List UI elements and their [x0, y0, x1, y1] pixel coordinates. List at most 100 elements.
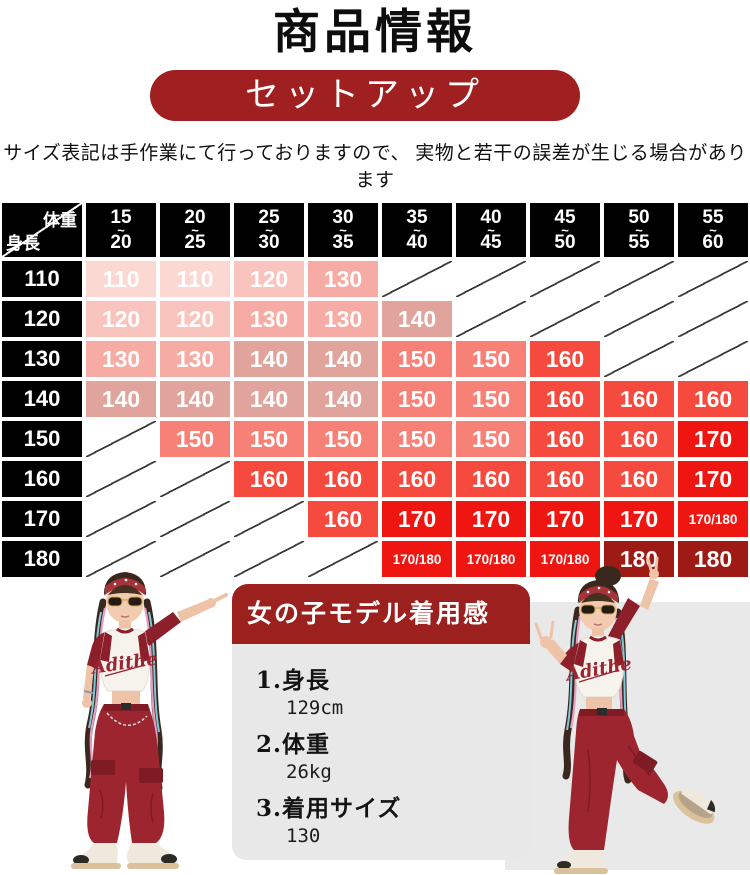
size-cell: 170/180	[530, 541, 600, 577]
size-chart-table: 体重 身長 15 ~20 20 ~25 25 ~30 30 ~35 35 ~40 40 ~4…	[2, 203, 748, 577]
size-cell	[678, 341, 748, 377]
height-row-header: 180	[2, 541, 82, 577]
girl-model-left-photo: Adithe	[71, 572, 228, 869]
model-height-value: 129cm	[286, 697, 344, 719]
size-cell	[160, 461, 230, 497]
size-cell: 160	[308, 461, 378, 497]
height-row-header: 170	[2, 501, 82, 537]
size-cell: 160	[604, 461, 674, 497]
weight-column-header: 50 ~55	[604, 203, 674, 257]
size-cell: 170	[678, 461, 748, 497]
size-cell: 130	[308, 301, 378, 337]
size-cell: 160	[456, 461, 526, 497]
model-info-body: 1.身長 129cm 2.体重 26kg 3.着用サイズ 130	[232, 644, 530, 860]
corner-header-cell: 体重 身長	[2, 203, 82, 257]
model-weight-label: 2.体重	[256, 731, 331, 758]
size-cell	[456, 301, 526, 337]
size-cell: 160	[530, 381, 600, 417]
size-cell: 170	[456, 501, 526, 537]
weight-column-header: 55 ~60	[678, 203, 748, 257]
model-info-header: 女の子モデル着用感	[232, 584, 530, 644]
weight-column-header: 25 ~30	[234, 203, 304, 257]
size-cell: 170	[678, 421, 748, 457]
height-row-header: 130	[2, 341, 82, 377]
model-weight-value: 26kg	[286, 761, 332, 783]
size-cell: 160	[308, 501, 378, 537]
size-cell: 150	[160, 421, 230, 457]
size-cell: 140	[308, 381, 378, 417]
size-cell	[382, 261, 452, 297]
size-cell: 160	[234, 461, 304, 497]
height-row-header: 110	[2, 261, 82, 297]
height-row-header: 140	[2, 381, 82, 417]
size-disclaimer-note: サイズ表記は手作業にて行っておりますので、 実物と若干の誤差が生じる場合がありま…	[3, 143, 747, 191]
size-cell: 150	[234, 421, 304, 457]
size-cell	[604, 341, 674, 377]
size-cell	[160, 541, 230, 577]
size-cell: 160	[604, 421, 674, 457]
size-cell	[86, 541, 156, 577]
size-cell	[530, 261, 600, 297]
size-cell	[86, 501, 156, 537]
size-cell: 160	[382, 461, 452, 497]
size-cell	[308, 541, 378, 577]
size-cell: 150	[456, 381, 526, 417]
height-row-header: 150	[2, 421, 82, 457]
size-cell	[234, 501, 304, 537]
corner-weight-label: 体重	[43, 211, 77, 230]
size-cell: 140	[160, 381, 230, 417]
height-row-header: 160	[2, 461, 82, 497]
size-cell: 150	[382, 381, 452, 417]
model-size-value: 130	[286, 825, 321, 847]
size-cell	[678, 261, 748, 297]
size-cell: 180	[678, 541, 748, 577]
size-cell	[86, 461, 156, 497]
weight-column-header: 35 ~40	[382, 203, 452, 257]
size-cell: 160	[678, 381, 748, 417]
size-cell: 150	[308, 421, 378, 457]
girl-model-right-photo: Adithe	[534, 556, 716, 874]
size-cell: 130	[160, 341, 230, 377]
size-cell	[234, 541, 304, 577]
setup-banner: セットアップ	[150, 70, 580, 121]
model-info-box: 女の子モデル着用感 1.身長 129cm 2.体重 26kg 3.着用サイズ 1…	[232, 584, 530, 860]
size-cell: 170	[530, 501, 600, 537]
size-cell: 110	[86, 261, 156, 297]
page-title: 商品情報	[273, 5, 477, 60]
size-cell: 130	[234, 301, 304, 337]
size-cell: 150	[456, 341, 526, 377]
size-cell: 170/180	[678, 501, 748, 537]
corner-height-label: 身長	[6, 234, 40, 253]
weight-column-header: 30 ~35	[308, 203, 378, 257]
size-cell: 170/180	[456, 541, 526, 577]
size-cell	[456, 261, 526, 297]
size-cell: 120	[160, 301, 230, 337]
size-cell: 140	[382, 301, 452, 337]
weight-column-header: 20 ~25	[160, 203, 230, 257]
size-cell: 130	[86, 341, 156, 377]
weight-column-header: 15 ~20	[86, 203, 156, 257]
size-cell: 110	[160, 261, 230, 297]
model-section: 女の子モデル着用感 1.身長 129cm 2.体重 26kg 3.着用サイズ 1…	[0, 550, 750, 875]
size-cell: 170	[382, 501, 452, 537]
size-cell: 160	[604, 381, 674, 417]
model-size-label: 3.着用サイズ	[256, 795, 402, 822]
size-cell: 170/180	[382, 541, 452, 577]
size-cell: 150	[456, 421, 526, 457]
size-cell: 140	[86, 381, 156, 417]
size-cell: 150	[382, 341, 452, 377]
size-cell	[86, 421, 156, 457]
size-cell	[530, 301, 600, 337]
size-cell	[160, 501, 230, 537]
size-cell: 160	[530, 461, 600, 497]
size-cell: 150	[382, 421, 452, 457]
weight-column-header: 40 ~45	[456, 203, 526, 257]
size-cell: 120	[86, 301, 156, 337]
size-cell	[678, 301, 748, 337]
size-cell: 160	[530, 421, 600, 457]
size-cell: 130	[308, 261, 378, 297]
height-row-header: 120	[2, 301, 82, 337]
size-cell: 160	[530, 341, 600, 377]
size-cell: 140	[234, 381, 304, 417]
model-height-label: 1.身長	[256, 667, 331, 694]
